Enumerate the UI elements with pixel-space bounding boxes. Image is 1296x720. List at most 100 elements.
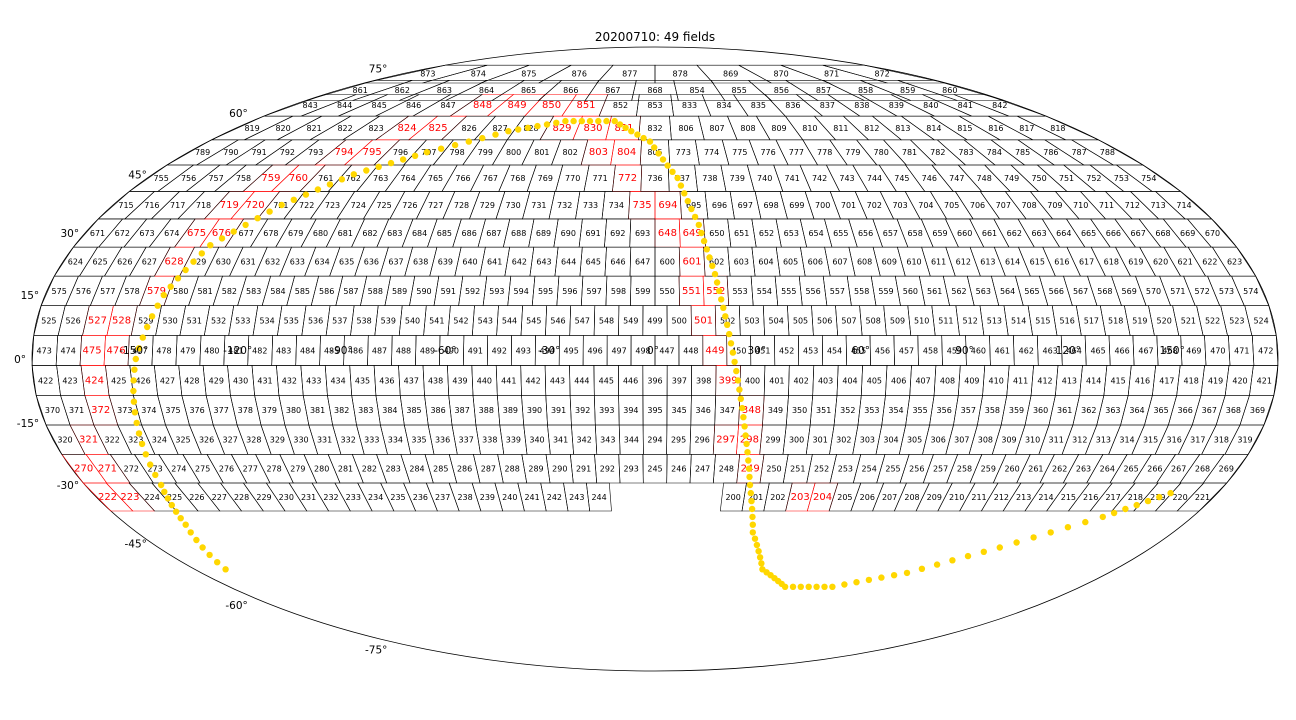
field-label: 862 bbox=[395, 86, 410, 95]
field-label: 556 bbox=[805, 287, 820, 296]
trajectory-point bbox=[622, 124, 629, 131]
trajectory-point bbox=[131, 409, 139, 416]
field-label: 435 bbox=[355, 376, 370, 385]
field-label: 382 bbox=[334, 406, 349, 415]
field-label: 326 bbox=[199, 436, 214, 445]
field-label: 262 bbox=[1052, 465, 1067, 474]
trajectory-point bbox=[781, 583, 789, 590]
trajectory-point bbox=[634, 131, 641, 138]
field-label: 342 bbox=[577, 436, 592, 445]
field-label: 610 bbox=[906, 258, 921, 267]
field-label: 488 bbox=[396, 346, 411, 355]
field-label: 473 bbox=[37, 346, 52, 355]
field-label: 406 bbox=[891, 376, 906, 385]
field-label: 535 bbox=[284, 317, 299, 326]
figure-title: 20200710: 49 fields bbox=[595, 30, 715, 44]
field-label: 388 bbox=[479, 406, 494, 415]
trajectory-point bbox=[1144, 497, 1152, 505]
field-label: 671 bbox=[90, 229, 105, 238]
field-label: 782 bbox=[930, 148, 945, 157]
field-label: 588 bbox=[368, 287, 383, 296]
field-label: 716 bbox=[144, 201, 159, 210]
field-label: 282 bbox=[362, 465, 377, 474]
field-label: 531 bbox=[187, 317, 202, 326]
field-label: 383 bbox=[358, 406, 373, 415]
field-label: 313 bbox=[1096, 436, 1111, 445]
trajectory-point bbox=[746, 481, 754, 489]
field-label: 258 bbox=[957, 465, 972, 474]
field-label: 833 bbox=[682, 101, 697, 110]
trajectory-point bbox=[254, 215, 261, 222]
field-label: 789 bbox=[195, 148, 210, 157]
field-outline bbox=[763, 482, 793, 512]
latitude-label: 60° bbox=[229, 108, 248, 120]
field-label: 370 bbox=[45, 406, 60, 415]
field-label: 463 bbox=[1043, 346, 1058, 355]
field-label: 436 bbox=[379, 376, 394, 385]
field-label: 458 bbox=[923, 346, 938, 355]
field-label: 423 bbox=[62, 376, 77, 385]
trajectory-point bbox=[748, 505, 756, 513]
field-label: 453 bbox=[803, 346, 818, 355]
field-label: 468 bbox=[1162, 346, 1177, 355]
field-label: 460 bbox=[971, 346, 986, 355]
field-label: 524 bbox=[1253, 317, 1268, 326]
field-label: 805 bbox=[647, 148, 662, 157]
field-outline bbox=[822, 64, 946, 84]
field-label: 499 bbox=[647, 317, 662, 326]
field-label: 821 bbox=[306, 124, 321, 133]
field-label: 464 bbox=[1067, 346, 1082, 355]
field-label: 754 bbox=[1141, 174, 1156, 183]
field-label-highlighted: 476 bbox=[107, 345, 126, 356]
longitude-label: 90° bbox=[955, 345, 974, 357]
field-label: 296 bbox=[695, 436, 710, 445]
field-label: 227 bbox=[212, 493, 227, 502]
field-label: 868 bbox=[647, 86, 662, 95]
field-label: 791 bbox=[251, 148, 266, 157]
field-label: 537 bbox=[332, 317, 347, 326]
latitude-label: 0° bbox=[14, 354, 26, 366]
field-label: 774 bbox=[704, 148, 719, 157]
field-label: 444 bbox=[574, 376, 589, 385]
field-label: 390 bbox=[527, 406, 542, 415]
field-label: 532 bbox=[211, 317, 226, 326]
field-label-highlighted: 803 bbox=[589, 147, 608, 158]
field-label: 607 bbox=[832, 258, 847, 267]
field-label: 856 bbox=[774, 86, 789, 95]
field-label: 870 bbox=[773, 70, 788, 79]
field-label: 303 bbox=[860, 436, 875, 445]
trajectory-point bbox=[132, 355, 139, 363]
trajectory-point bbox=[586, 117, 594, 125]
longitude-label: 0° bbox=[647, 345, 659, 357]
field-label: 525 bbox=[41, 317, 56, 326]
field-label: 333 bbox=[364, 436, 379, 445]
trajectory-point bbox=[144, 323, 151, 331]
field-label: 505 bbox=[793, 317, 808, 326]
field-label: 633 bbox=[290, 258, 305, 267]
field-label: 294 bbox=[647, 436, 662, 445]
field-label-highlighted: 527 bbox=[88, 316, 107, 327]
field-label: 839 bbox=[889, 101, 904, 110]
field-label: 764 bbox=[400, 174, 415, 183]
field-label: 425 bbox=[111, 376, 126, 385]
field-label: 241 bbox=[524, 493, 539, 502]
trajectory-point bbox=[1030, 534, 1037, 541]
field-label: 317 bbox=[1190, 436, 1205, 445]
field-label: 617 bbox=[1079, 258, 1094, 267]
field-label: 656 bbox=[858, 229, 873, 238]
field-label: 688 bbox=[511, 229, 526, 238]
field-label: 362 bbox=[1081, 406, 1096, 415]
field-label-highlighted: 551 bbox=[682, 286, 701, 297]
latitude-label: -30° bbox=[57, 480, 79, 492]
field-label: 761 bbox=[318, 174, 333, 183]
field-label: 430 bbox=[233, 376, 248, 385]
field-label: 847 bbox=[440, 101, 455, 110]
field-label: 300 bbox=[789, 436, 804, 445]
field-label: 706 bbox=[970, 201, 985, 210]
trajectory-point bbox=[749, 529, 756, 536]
field-label: 281 bbox=[338, 465, 353, 474]
field-label: 274 bbox=[171, 465, 186, 474]
field-label: 713 bbox=[1150, 201, 1165, 210]
trajectory-point bbox=[148, 313, 156, 320]
field-label: 389 bbox=[503, 406, 518, 415]
